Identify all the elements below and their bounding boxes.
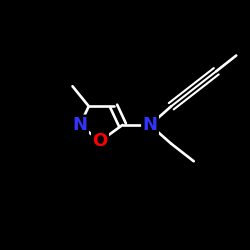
Text: O: O xyxy=(92,132,108,150)
Text: N: N xyxy=(72,116,88,134)
Text: N: N xyxy=(142,116,158,134)
